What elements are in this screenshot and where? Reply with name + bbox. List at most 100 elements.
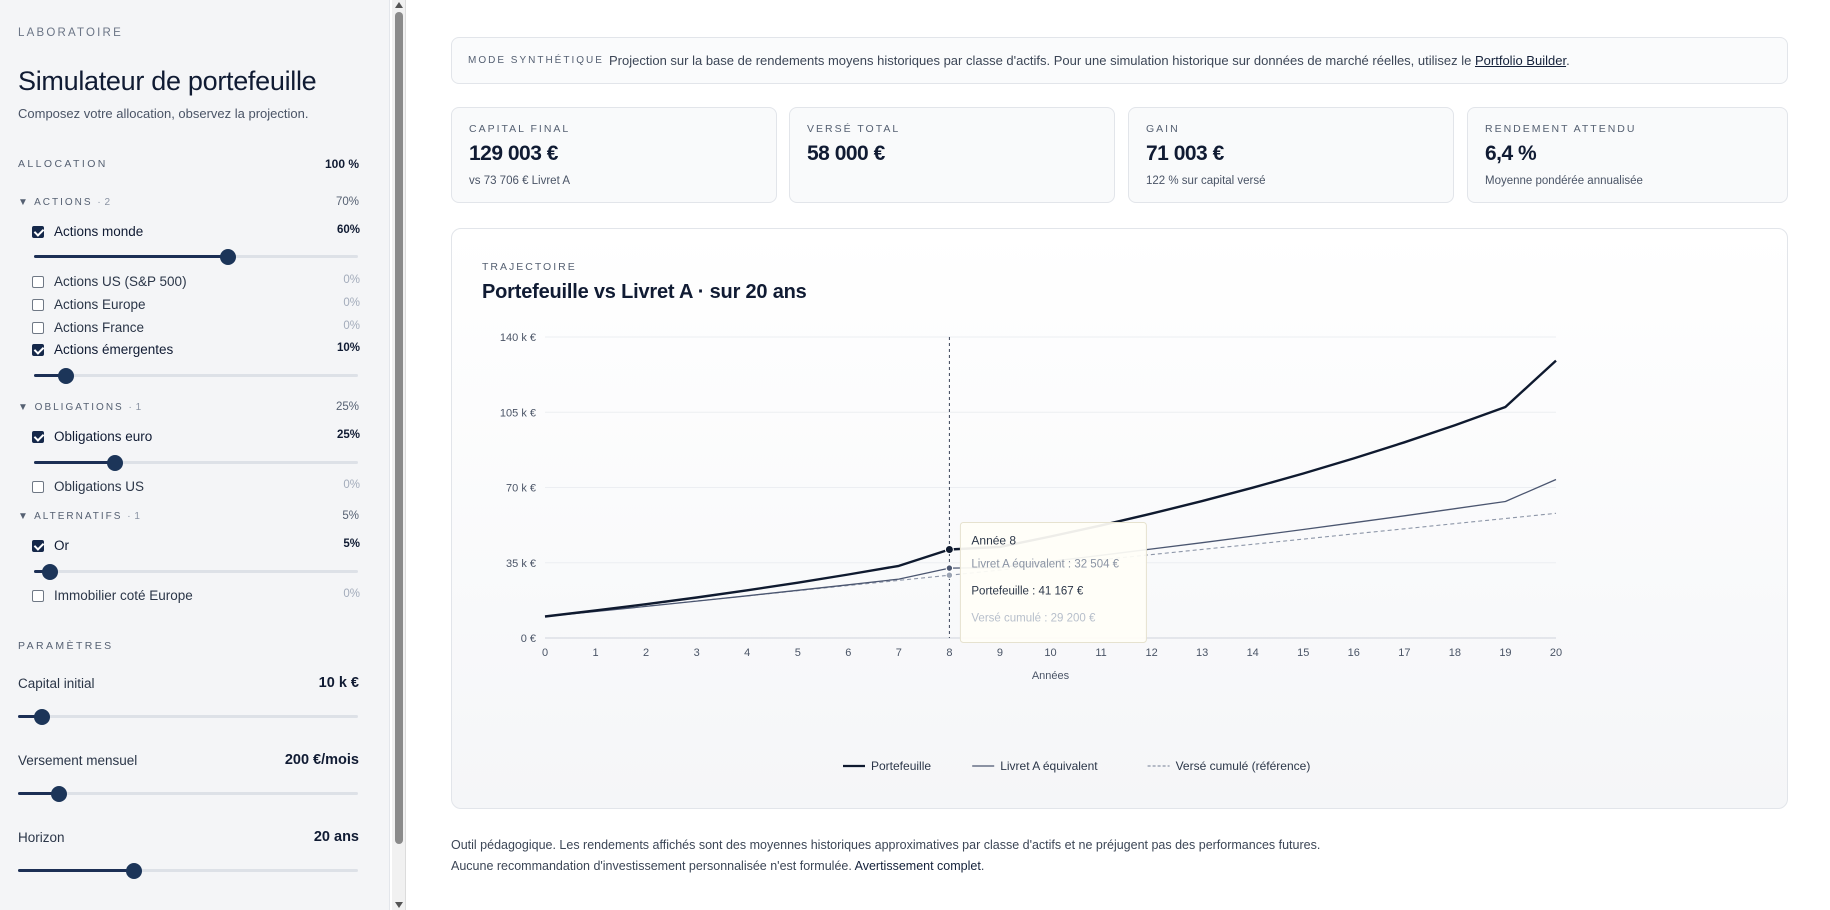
x-tick-label: 8 xyxy=(946,647,952,659)
disclaimer-text: Outil pédagogique. Les rendements affich… xyxy=(451,838,1321,873)
tooltip-title: Année 8 xyxy=(971,533,1016,547)
synthetic-mode-banner: MODE SYNTHÉTIQUE Projection sur la base … xyxy=(451,37,1788,84)
monthly-value: 200 €/mois xyxy=(284,752,359,768)
x-tick-label: 14 xyxy=(1247,647,1259,659)
slider-thumb[interactable] xyxy=(220,249,237,265)
tooltip-line: Portefeuille : 41 167 € xyxy=(971,585,1083,597)
asset-checkbox-actions-emergentes[interactable] xyxy=(32,344,44,356)
scroll-down-icon[interactable] xyxy=(395,902,403,908)
slider-fill xyxy=(34,374,67,377)
weight-slider-or[interactable] xyxy=(34,564,358,580)
capital-label: Capital initial xyxy=(18,676,95,691)
weight-slider-actions-emergentes[interactable] xyxy=(34,368,358,384)
kpi-card-verse-total: VERSÉ TOTAL 58 000 € xyxy=(789,107,1115,203)
trajectory-chart-card: 0 €35 k €70 k €105 k €140 k €0 1 2 3 4 5 6 7 8 9 1… xyxy=(451,228,1788,809)
params-heading: PARAMÈTRES xyxy=(18,640,114,652)
hover-marker xyxy=(945,564,954,572)
kpi-note: vs 73 706 € Livret A xyxy=(469,175,571,187)
group-name: ▼ OBLIGATIONS xyxy=(18,402,124,413)
y-tick-label: 140 k € xyxy=(500,332,536,344)
kpi-label: VERSÉ TOTAL xyxy=(807,123,901,135)
asset-label: Actions Europe xyxy=(54,297,146,312)
scrollbar-thumb[interactable] xyxy=(395,12,403,844)
full-warning-link[interactable]: Avertissement complet xyxy=(854,859,981,873)
group-value-obligations: 25% xyxy=(335,401,359,413)
kpi-label: CAPITAL FINAL xyxy=(469,123,571,135)
weight-slider-actions-monde[interactable] xyxy=(34,249,358,265)
kpi-note: 122 % sur capital versé xyxy=(1146,175,1266,187)
slider-thumb[interactable] xyxy=(50,786,67,802)
group-toggle-alternatifs[interactable]: ▼ ALTERNATIFS · 1 xyxy=(18,511,140,522)
asset-checkbox-actions-france[interactable] xyxy=(32,322,44,334)
asset-checkbox-actions-us[interactable] xyxy=(32,276,44,288)
x-tick-label: 19 xyxy=(1499,647,1511,659)
scroll-up-icon[interactable] xyxy=(395,2,403,8)
x-tick-label: 16 xyxy=(1348,647,1360,659)
group-value-actions: 70% xyxy=(335,196,359,208)
slider-thumb[interactable] xyxy=(33,709,50,725)
slider-track xyxy=(18,869,358,872)
monthly-slider[interactable] xyxy=(18,786,358,802)
asset-checkbox-or[interactable] xyxy=(32,540,44,552)
asset-weight: 0% xyxy=(343,479,360,491)
asset-weight: 0% xyxy=(343,588,360,600)
hover-marker xyxy=(945,571,954,579)
banner-text: Projection sur la base de rendements moy… xyxy=(609,53,1570,68)
asset-label: Actions monde xyxy=(54,224,144,239)
y-tick-label: 0 € xyxy=(521,633,536,645)
asset-checkbox-immobilier-cote-europe[interactable] xyxy=(32,590,44,602)
asset-row-actions-us: Actions US (S&P 500) 0% xyxy=(32,272,360,292)
asset-label: Immobilier coté Europe xyxy=(54,588,193,603)
banner-suffix: . xyxy=(1566,53,1570,68)
slider-fill xyxy=(18,715,42,718)
slider-thumb[interactable] xyxy=(125,863,142,879)
x-tick-label: 12 xyxy=(1145,647,1157,659)
slider-thumb[interactable] xyxy=(58,368,75,384)
x-tick-label: 10 xyxy=(1044,647,1056,659)
asset-checkbox-obligations-euro[interactable] xyxy=(32,431,44,443)
y-tick-label: 105 k € xyxy=(500,407,536,419)
group-toggle-actions[interactable]: ▼ ACTIONS · 2 xyxy=(18,197,111,208)
asset-label: Actions émergentes xyxy=(54,342,174,357)
asset-row-actions-emergentes: Actions émergentes 10% xyxy=(32,340,360,360)
x-tick-label: 2 xyxy=(643,647,649,659)
allocation-total: 100 % xyxy=(324,157,359,171)
allocation-heading: ALLOCATION xyxy=(18,158,108,170)
group-toggle-obligations[interactable]: ▼ OBLIGATIONS · 1 xyxy=(18,402,142,413)
x-tick-label: 0 xyxy=(542,647,548,659)
asset-row-obligations-euro: Obligations euro 25% xyxy=(32,427,360,447)
group-count: · 1 xyxy=(128,402,142,413)
horizon-slider[interactable] xyxy=(18,863,358,879)
asset-weight: 10% xyxy=(336,342,360,354)
banner-message: Projection sur la base de rendements moy… xyxy=(609,53,1475,68)
asset-checkbox-obligations-us[interactable] xyxy=(32,481,44,493)
chart-title: Portefeuille vs Livret A · sur 20 ans xyxy=(482,281,807,303)
slider-track xyxy=(18,792,358,795)
sidebar-scrollbar[interactable] xyxy=(392,0,406,910)
capital-slider[interactable] xyxy=(18,709,358,725)
trajectory-chart[interactable]: 0 €35 k €70 k €105 k €140 k €0 1 2 3 4 5 6 7 8 9 1… xyxy=(452,229,1789,810)
slider-track xyxy=(34,570,358,573)
asset-label: Obligations euro xyxy=(54,429,153,444)
kpi-card-gain: GAIN 71 003 € 122 % sur capital versé xyxy=(1128,107,1454,203)
horizon-label: Horizon xyxy=(18,830,65,845)
x-tick-label: 18 xyxy=(1449,647,1461,659)
kpi-label: RENDEMENT ATTENDU xyxy=(1485,123,1637,135)
x-tick-label: 13 xyxy=(1196,647,1208,659)
slider-thumb[interactable] xyxy=(107,455,123,471)
legend-label: Livret A équivalent xyxy=(1000,759,1098,773)
weight-slider-obligations-euro[interactable] xyxy=(34,455,358,471)
asset-checkbox-actions-europe[interactable] xyxy=(32,299,44,311)
portfolio-builder-link[interactable]: Portfolio Builder xyxy=(1475,53,1567,68)
slider-fill xyxy=(18,869,134,872)
app-subtitle: Composez votre allocation, observez la p… xyxy=(18,106,309,121)
slider-thumb[interactable] xyxy=(42,564,59,580)
x-tick-label: 3 xyxy=(694,647,700,659)
asset-label: Or xyxy=(54,538,69,553)
slider-track xyxy=(18,715,358,718)
slider-fill xyxy=(34,255,229,258)
asset-checkbox-actions-monde[interactable] xyxy=(32,226,44,238)
kpi-note: Moyenne pondérée annualisée xyxy=(1485,175,1643,187)
banner-tag: MODE SYNTHÉTIQUE xyxy=(468,55,604,66)
x-tick-label: 1 xyxy=(592,647,598,659)
